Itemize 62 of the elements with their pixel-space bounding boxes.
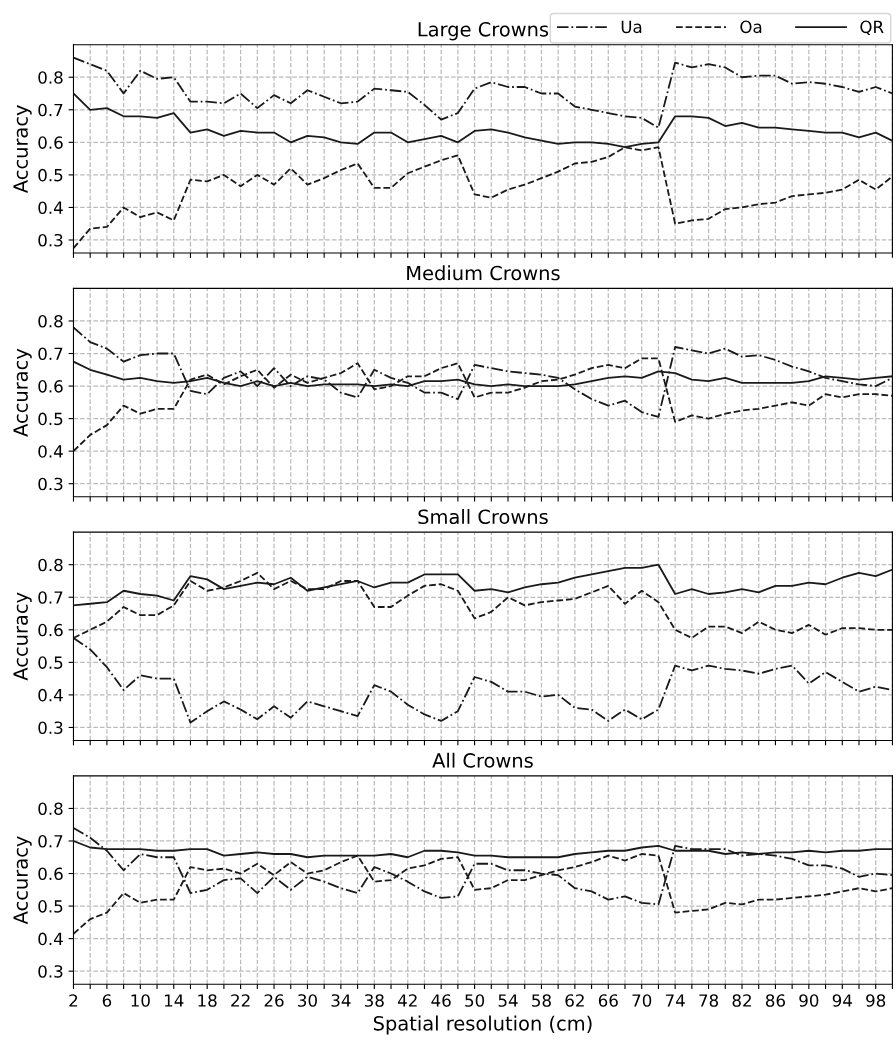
- y-tick-label: 0.6: [38, 867, 63, 881]
- y-axis-title: Accuracy: [13, 836, 32, 925]
- x-tick-label: 6: [102, 994, 112, 1007]
- line-series: [73, 56, 893, 129]
- y-tick-label: 0.8: [38, 558, 63, 572]
- y-axis-title: Accuracy: [13, 348, 32, 437]
- x-tick-label: 78: [699, 994, 719, 1007]
- y-tick-label: 0.4: [38, 688, 63, 702]
- y-tick-label: 0.3: [38, 477, 63, 491]
- legend-label: Oa: [740, 20, 762, 34]
- y-tick-label: 0.8: [38, 71, 63, 84]
- y-tick-label: 0.6: [38, 623, 63, 637]
- chart-title: All Crowns: [432, 752, 533, 768]
- x-tick-label: 46: [431, 994, 451, 1007]
- y-tick-label: 0.5: [38, 412, 63, 426]
- y-tick-label: 0.3: [38, 965, 63, 978]
- x-tick-label: 2: [69, 994, 78, 1007]
- y-tick-label: 0.4: [38, 201, 63, 215]
- x-tick-label: 18: [198, 994, 217, 1007]
- y-tick-label: 0.7: [38, 834, 63, 848]
- x-tick-label: 14: [164, 994, 184, 1007]
- y-tick-label: 0.5: [38, 656, 63, 669]
- y-axis-title: Accuracy: [13, 105, 32, 194]
- y-tick-label: 0.7: [38, 347, 63, 361]
- x-tick-label: 66: [598, 994, 618, 1007]
- legend-label: QR: [860, 20, 884, 36]
- x-tick-label: 54: [498, 994, 518, 1007]
- y-tick-label: 0.5: [38, 168, 63, 182]
- x-tick-label: 30: [298, 994, 317, 1007]
- y-tick-label: 0.8: [38, 802, 63, 815]
- x-tick-label: 38: [364, 994, 384, 1007]
- y-tick-label: 0.7: [38, 591, 63, 604]
- x-tick-label: 58: [532, 994, 551, 1007]
- y-tick-label: 0.5: [38, 900, 63, 913]
- y-tick-label: 0.7: [38, 103, 63, 117]
- x-tick-label: 10: [131, 994, 150, 1007]
- chart-title: Large Crowns: [418, 21, 549, 41]
- x-tick-label: 22: [231, 994, 250, 1007]
- x-tick-label: 82: [732, 994, 751, 1007]
- x-tick-label: 90: [799, 994, 819, 1007]
- x-tick-label: 94: [832, 994, 852, 1007]
- x-tick-label: 26: [264, 994, 284, 1007]
- x-tick-label: 98: [866, 994, 886, 1007]
- chart-title: Small Crowns: [418, 509, 548, 525]
- x-tick-label: 74: [665, 994, 685, 1007]
- x-tick-label: 86: [765, 994, 785, 1007]
- y-axis-title: Accuracy: [13, 592, 32, 681]
- x-tick-label: 62: [565, 994, 584, 1007]
- y-tick-label: 0.3: [38, 721, 63, 735]
- y-tick-label: 0.8: [38, 314, 63, 328]
- x-tick-label: 34: [331, 994, 351, 1007]
- x-axis-title: Spatial resolution (cm): [373, 1015, 592, 1035]
- y-tick-label: 0.6: [38, 136, 63, 149]
- chart-title: Medium Crowns: [407, 265, 560, 281]
- y-tick-label: 0.4: [38, 445, 63, 458]
- y-tick-label: 0.6: [38, 380, 63, 393]
- y-tick-label: 0.4: [38, 932, 63, 946]
- x-tick-label: 42: [397, 994, 417, 1007]
- x-tick-label: 50: [465, 994, 485, 1007]
- x-tick-label: 70: [632, 994, 652, 1007]
- legend-label: Ua: [621, 20, 642, 34]
- y-tick-label: 0.3: [38, 233, 63, 247]
